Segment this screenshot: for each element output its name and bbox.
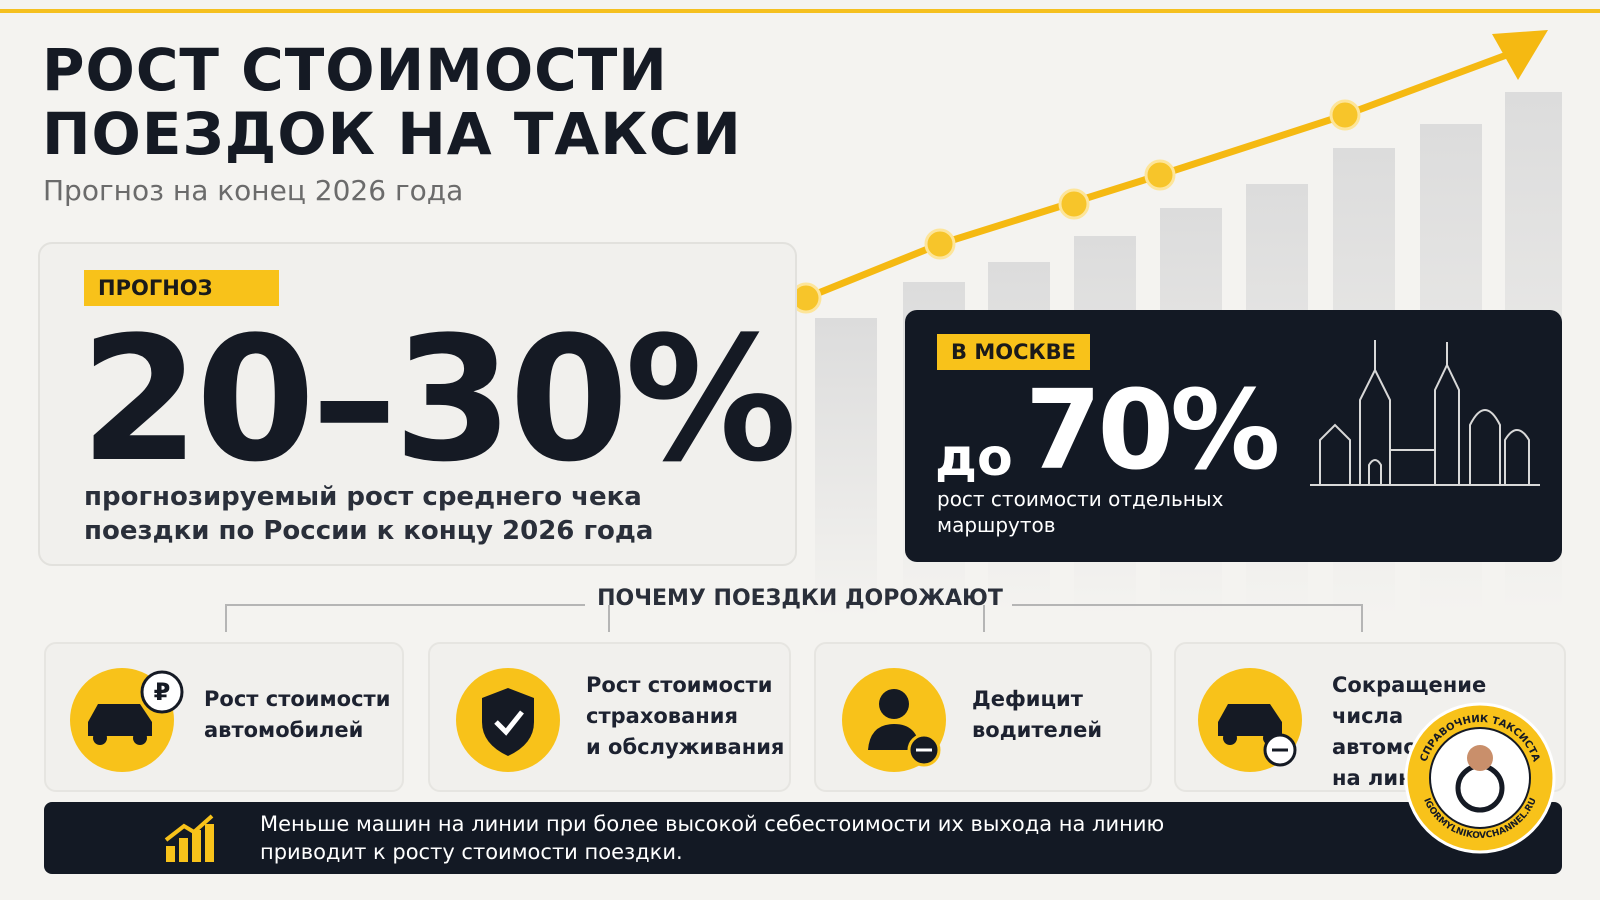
text-line: маршрутов [937,513,1056,537]
svg-text:₽: ₽ [154,678,171,706]
text-line: страхования [586,704,738,728]
text-line: Дефицит [972,687,1083,711]
reasons-title: ПОЧЕМУ ПОЕЗДКИ ДОРОЖАЮТ [597,586,1003,611]
reason-text: Рост стоимости автомобилей [204,684,390,746]
text-line: Сокращение числа [1332,673,1487,728]
driver-icon [842,668,946,772]
text-line: приводит к росту стоимости поездки. [260,840,683,864]
moscow-value: 70% [1025,366,1280,494]
text-line: Рост стоимости [204,687,391,711]
moscow-card: В МОСКВЕ до 70% рост стоимости отдельных… [905,310,1562,562]
note-bar: Меньше машин на линии при более высокой … [44,802,1562,874]
text-line: поездки по России к концу 2026 года [84,516,654,546]
kremlin-icon [1310,340,1540,486]
growth-icon [164,814,214,862]
car-icon: ₽ [70,668,184,772]
reason-text: Дефицит водителей [972,684,1102,746]
moscow-description: рост стоимости отдельных маршрутов [937,486,1223,538]
badge: В МОСКВЕ [937,334,1090,370]
subtitle: Прогноз на конец 2026 года [43,174,464,207]
text-line: прогнозируемый рост среднего чека [84,482,642,512]
text-line: Рост стоимости [586,673,773,697]
watermark: СПРАВОЧНИК ТАКСИСТА IGORMYLNIKOVCHANNEL.… [1404,702,1556,854]
badge: ПРОГНОЗ [84,270,279,306]
title: РОСТ СТОИМОСТИ ПОЕЗДОК НА ТАКСИ [42,38,742,166]
text-line: водителей [972,718,1103,742]
shield-icon [456,668,560,772]
text-line: автомобилей [204,718,364,742]
moscow-prefix: до [935,428,1013,488]
title-line: ПОЕЗДОК НА ТАКСИ [42,100,742,168]
text-line: рост стоимости отдельных [937,487,1224,511]
text-line: Меньше машин на линии при более высокой … [260,812,1165,836]
forecast-value: 20–30% [80,299,797,500]
title-line: РОСТ СТОИМОСТИ [42,36,668,104]
text-line: и обслуживания [586,735,785,759]
car-minus-icon [1198,668,1302,772]
reason-card: ₽ Рост стоимости автомобилей [44,642,404,792]
forecast-description: прогнозируемый рост среднего чека поездк… [84,480,653,548]
reason-card: Дефицит водителей [814,642,1152,792]
reason-text: Рост стоимости страхования и обслуживани… [586,670,784,763]
forecast-card: ПРОГНОЗ 20–30% прогнозируемый рост средн… [38,242,797,566]
reason-card: Рост стоимости страхования и обслуживани… [428,642,791,792]
note-text: Меньше машин на линии при более высокой … [260,810,1164,866]
